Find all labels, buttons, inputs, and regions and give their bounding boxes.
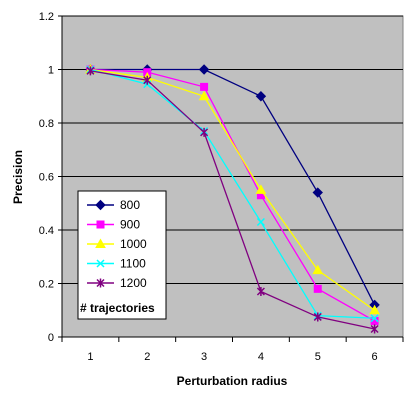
series-line-900 [90,68,375,322]
data-point-800 [198,64,210,75]
legend-label-800: 800 [120,198,140,212]
legend-label-1100: 1100 [120,257,146,271]
data-point-1200 [200,127,209,137]
legend-marker-1100 [96,259,105,268]
axes: 0 0.2 0.4 0.6 0.8 1 1.2 1 2 3 4 5 6 [39,11,404,363]
legend-title: # trajectories [80,301,155,315]
series-line-1000 [90,68,375,311]
data-point-1200 [313,312,322,322]
data-point-1200 [370,324,379,334]
x-tick-label: 6 [372,351,378,363]
data-point-1200 [86,66,95,76]
legend-marker-900 [96,220,105,229]
data-point-1000 [369,304,380,315]
data-point-800 [312,187,323,198]
y-tick-label: 0 [48,332,54,344]
x-tick-label: 4 [258,351,264,363]
x-tick-label: 2 [144,351,150,363]
legend-label-1000: 1000 [120,237,147,251]
y-tick-label: 0.4 [39,225,54,237]
x-tick-label: 5 [315,351,321,363]
data-point-1000 [255,184,267,194]
data-point-1000 [198,90,210,101]
legend-marker-800 [95,199,106,211]
data-point-1100 [370,314,379,323]
legend-label-900: 900 [120,218,140,232]
legend-label-1200: 1200 [120,276,147,290]
data-point-1000 [312,264,324,275]
series-lines [85,63,380,334]
data-point-1100 [256,217,265,227]
data-point-900 [313,284,322,293]
y-tick-label: 1.2 [39,11,54,23]
y-tick-label: 1 [48,65,54,77]
y-axis-title: Precision [11,150,25,204]
series-line-800 [90,68,376,306]
legend: 800 900 1000 1100 1200 # trajectories [77,190,167,320]
data-point-1200 [143,75,152,85]
legend-box [77,190,167,320]
x-tick-label: 1 [87,351,93,363]
legend-marker-1200 [96,278,105,288]
series-line-1200 [90,70,375,330]
data-point-900 [200,82,209,91]
data-point-1200 [256,287,265,297]
data-point-800 [255,91,267,102]
y-tick-label: 0.6 [39,172,54,184]
x-tick-label: 3 [201,351,207,363]
x-axis-title: Perturbation radius [177,374,288,388]
y-tick-label: 0.2 [39,279,54,291]
series-line-1100 [90,68,375,319]
legend-marker-1000 [95,238,106,248]
y-tick-label: 0.8 [39,118,54,130]
